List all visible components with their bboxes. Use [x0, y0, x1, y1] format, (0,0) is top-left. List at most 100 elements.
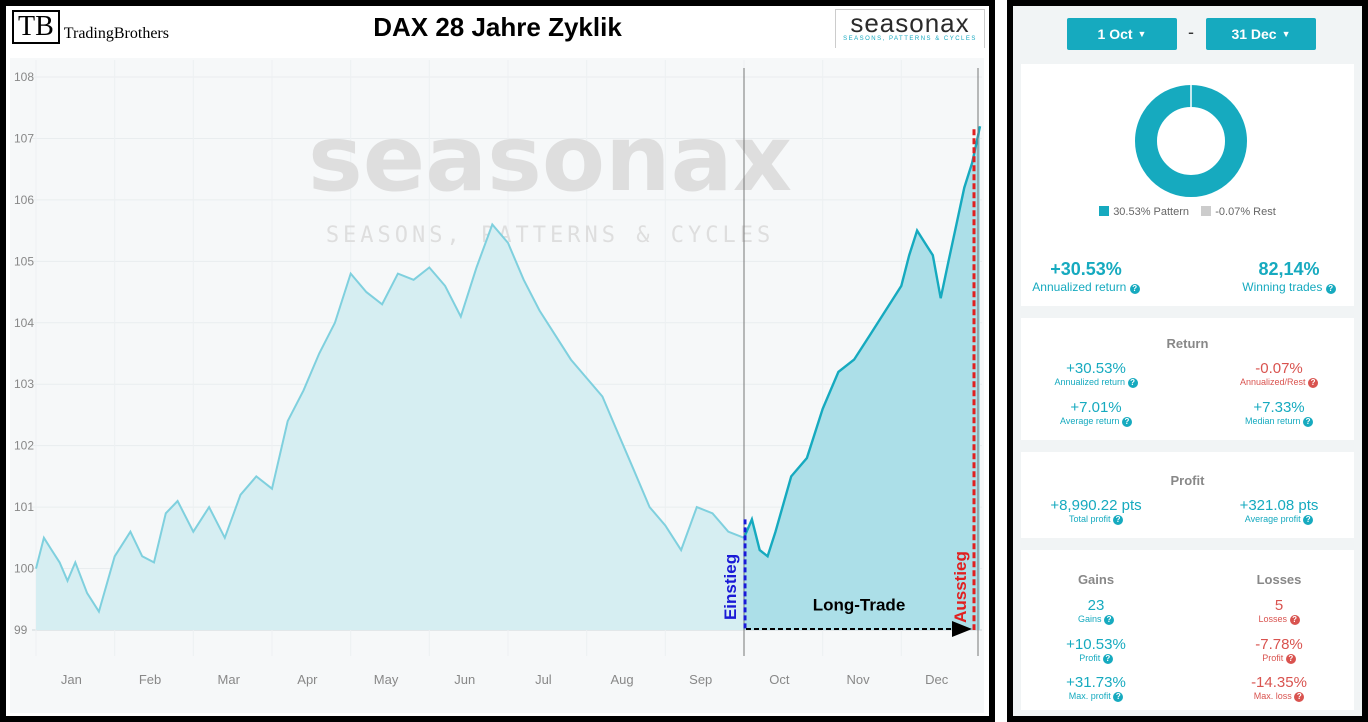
- annualized-label: Annualized return: [1032, 280, 1127, 294]
- return-rest-label: Annualized/Rest: [1239, 377, 1306, 387]
- y-axis-ticks: 99 100 101 102 103 104 105 106 107 108: [14, 70, 34, 637]
- return-rest-value: -0.07%: [1255, 360, 1303, 377]
- help-icon[interactable]: ?: [1104, 615, 1115, 625]
- help-icon[interactable]: ?: [1303, 515, 1314, 525]
- return-average-label: Average return: [1060, 416, 1120, 426]
- losses-profit-value: -7.78%: [1255, 636, 1303, 653]
- help-icon[interactable]: ?: [1285, 654, 1296, 664]
- help-icon[interactable]: ?: [1325, 284, 1336, 294]
- x-tick-label: Jun: [454, 672, 475, 687]
- gains-losses-card: Gains Losses 23 Gains ? 5 Losses ? +10.5…: [1021, 550, 1354, 710]
- gains-title: Gains: [1077, 572, 1115, 587]
- profit-total: +8,990.22 pts Total profit ?: [1021, 497, 1171, 525]
- help-icon[interactable]: ?: [1303, 417, 1314, 427]
- y-tick-label: 104: [14, 316, 34, 330]
- x-tick-label: Jul: [535, 672, 552, 687]
- annualized-summary: +30.53% Annualized return ?: [1021, 259, 1151, 294]
- chart-area: seasonax SEASONS, PATTERNS & CYCLES Long…: [6, 48, 989, 716]
- gains-max-label: Max. profit: [1068, 691, 1111, 701]
- seasonax-logo-tagline: SEASONS, PATTERNS & CYCLES: [843, 36, 977, 42]
- gains-profit: +10.53% Profit ?: [1021, 636, 1171, 664]
- y-tick-label: 102: [14, 439, 34, 453]
- help-icon[interactable]: ?: [1129, 284, 1140, 294]
- chevron-down-icon: ▼: [1281, 29, 1291, 39]
- legend-swatch-rest: [1201, 206, 1212, 216]
- losses-title: Losses: [1256, 572, 1302, 587]
- end-date-dropdown[interactable]: 31 Dec ▼: [1206, 18, 1316, 50]
- x-tick-label: Feb: [139, 672, 161, 687]
- x-tick-label: Jan: [61, 672, 82, 687]
- gains-count-value: 23: [1087, 597, 1105, 614]
- gains-count-label: Gains: [1077, 614, 1102, 624]
- end-date-label: 31 Dec: [1231, 26, 1277, 42]
- legend-rest: -0.07% Rest: [1215, 206, 1276, 218]
- return-median-value: +7.33%: [1253, 399, 1305, 416]
- watermark: seasonax SEASONS, PATTERNS & CYCLES: [308, 105, 792, 248]
- seasonax-logo: seasonax SEASONS, PATTERNS & CYCLES: [835, 9, 985, 49]
- legend-swatch-pattern: [1099, 206, 1110, 216]
- pie-slice-pattern: [1135, 85, 1247, 197]
- trade-label: Long-Trade: [813, 595, 906, 614]
- watermark-tagline: SEASONS, PATTERNS & CYCLES: [326, 223, 774, 248]
- return-rest: -0.07% Annualized/Rest ?: [1204, 360, 1354, 388]
- date-separator: -: [1188, 22, 1194, 42]
- x-tick-label: Oct: [769, 672, 790, 687]
- x-tick-label: May: [374, 672, 399, 687]
- losses-count: 5 Losses ?: [1204, 597, 1354, 625]
- profit-card: Profit +8,990.22 pts Total profit ? +321…: [1021, 452, 1354, 538]
- x-tick-label: Aug: [610, 672, 633, 687]
- seasonal-chart: seasonax SEASONS, PATTERNS & CYCLES Long…: [6, 48, 989, 716]
- x-tick-label: Mar: [218, 672, 241, 687]
- y-tick-label: 100: [14, 562, 34, 576]
- profit-average: +321.08 pts Average profit ?: [1204, 497, 1354, 525]
- gains-profit-label: Profit: [1079, 653, 1101, 663]
- return-annualized: +30.53% Annualized return ?: [1021, 360, 1171, 388]
- help-icon[interactable]: ?: [1113, 515, 1124, 525]
- return-card: Return +30.53% Annualized return ? -0.07…: [1021, 318, 1354, 440]
- losses-count-value: 5: [1274, 597, 1284, 614]
- help-icon[interactable]: ?: [1294, 692, 1305, 702]
- stats-panel: 1 Oct ▼ - 31 Dec ▼ 30.53% Pattern -0.07% R…: [1007, 0, 1368, 722]
- y-tick-label: 108: [14, 70, 34, 84]
- losses-max: -14.35% Max. loss ?: [1204, 674, 1354, 702]
- losses-count-label: Losses: [1258, 614, 1287, 624]
- tradingbrothers-logo: TB TradingBrothers: [12, 10, 169, 44]
- help-icon[interactable]: ?: [1102, 654, 1113, 664]
- return-annualized-label: Annualized return: [1054, 377, 1126, 387]
- losses-max-value: -14.35%: [1251, 674, 1307, 691]
- y-tick-label: 106: [14, 193, 34, 207]
- gains-max-value: +31.73%: [1066, 674, 1126, 691]
- entry-label: Einstieg: [721, 554, 740, 620]
- legend-pattern: 30.53% Pattern: [1113, 206, 1190, 218]
- area-fill-highlight: [744, 126, 980, 630]
- tb-logo-name: TradingBrothers: [63, 25, 169, 42]
- chart-header: TB TradingBrothers DAX 28 Jahre Zyklik s…: [6, 6, 989, 49]
- help-icon[interactable]: ?: [1113, 692, 1124, 702]
- y-tick-label: 107: [14, 131, 34, 145]
- gains-max: +31.73% Max. profit ?: [1021, 674, 1171, 702]
- seasonax-logo-text: seasonax: [850, 8, 970, 38]
- watermark-text: seasonax: [308, 105, 792, 212]
- return-median: +7.33% Median return ?: [1204, 399, 1354, 427]
- return-average: +7.01% Average return ?: [1021, 399, 1171, 427]
- start-date-dropdown[interactable]: 1 Oct ▼: [1067, 18, 1177, 50]
- gains-count: 23 Gains ?: [1021, 597, 1171, 625]
- return-title: Return: [1166, 336, 1209, 351]
- overview-card: 30.53% Pattern -0.07% Rest +30.53% Annua…: [1021, 64, 1354, 306]
- return-median-label: Median return: [1244, 416, 1301, 426]
- help-icon[interactable]: ?: [1121, 417, 1132, 427]
- y-tick-label: 99: [14, 623, 28, 637]
- help-icon[interactable]: ?: [1289, 615, 1300, 625]
- help-icon[interactable]: ?: [1308, 378, 1319, 388]
- winning-value: 82,14%: [1258, 259, 1320, 279]
- profit-average-label: Average profit: [1244, 514, 1301, 524]
- x-tick-label: Dec: [925, 672, 949, 687]
- winning-summary: 82,14% Winning trades ?: [1224, 259, 1354, 294]
- x-axis-ticks: Jan Feb Mar Apr May Jun Jul Aug Sep Oct Nov Dec: [61, 672, 949, 687]
- help-icon[interactable]: ?: [1127, 378, 1138, 388]
- series-line-highlight: [742, 125, 982, 559]
- area-fill-light: [36, 224, 744, 630]
- series-line-light: [35, 222, 745, 615]
- x-tick-label: Nov: [847, 672, 871, 687]
- losses-profit: -7.78% Profit ?: [1204, 636, 1354, 664]
